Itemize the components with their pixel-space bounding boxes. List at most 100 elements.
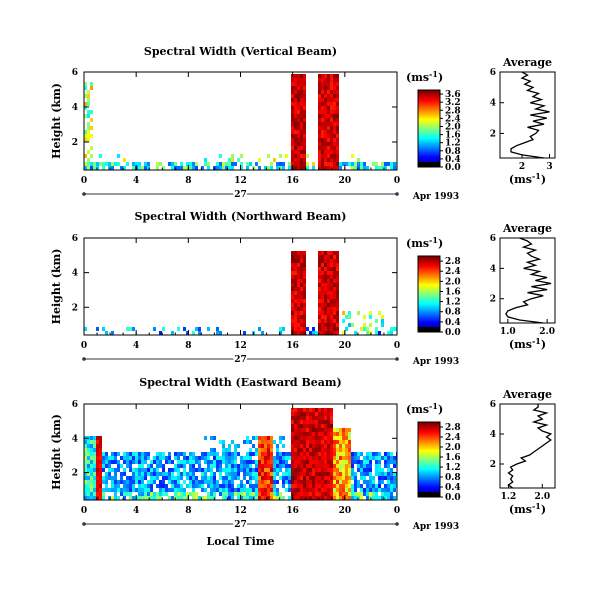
heatmap-cell [348,452,351,456]
heatmap-cell [300,484,303,488]
heatmap-cell [303,279,306,283]
heatmap-cell [321,271,324,275]
heatmap-cell [378,480,381,484]
heatmap-cell [258,436,261,440]
heatmap-cell [333,448,336,452]
heatmap-cell [324,110,327,114]
heatmap-cell [333,283,336,287]
heatmap-cell [333,464,336,468]
heatmap-cells [84,408,397,500]
colorbar-step [418,111,440,114]
heatmap-cell [303,122,306,126]
heatmap-cell [255,436,258,440]
heatmap-cell [297,150,300,154]
heatmap-cell [288,464,291,468]
heatmap-cell [261,480,264,484]
colorbar-step [418,105,440,108]
heatmap-cell [222,476,225,480]
heatmap-cell [318,86,321,90]
colorbar-step [418,116,440,119]
heatmap-cell [114,484,117,488]
heatmap-cell [87,448,90,452]
heatmap-cell [333,98,336,102]
heatmap-cell [102,464,105,468]
heatmap-cell [342,162,345,166]
heatmap-cell [297,436,300,440]
heatmap-cell [228,492,231,496]
heatmap-cell [243,464,246,468]
heatmap-cell [195,162,198,166]
heatmap-cell [84,162,87,166]
heatmap-cell [384,472,387,476]
heatmap-cell [369,452,372,456]
heatmap-cell [165,484,168,488]
heatmap-cell [327,82,330,86]
heatmap-cell [300,279,303,283]
heatmap-cell [192,452,195,456]
heatmap-cell [348,484,351,488]
heatmap-cell [99,488,102,492]
heatmap-cell [270,480,273,484]
heatmap-cell [297,456,300,460]
heatmap-cell [204,452,207,456]
heatmap-cell [300,327,303,331]
heatmap-cell [384,488,387,492]
heatmap-cell [270,440,273,444]
heatmap-cell [99,436,102,440]
heatmap-cell [126,464,129,468]
heatmap-cell [90,480,93,484]
heatmap-cell [354,456,357,460]
heatmap-cell [333,299,336,303]
heatmap-cell [270,496,273,500]
heatmap-cell [171,480,174,484]
heatmap-cell [177,472,180,476]
colorbar-step [418,453,440,455]
heatmap-cell [297,138,300,142]
heatmap-cell [93,460,96,464]
colorbar-step [418,469,440,472]
heatmap-cell [252,476,255,480]
heatmap-cell [87,464,90,468]
y-axis-label: Height (km) [50,414,63,490]
day-label: 27 [234,355,247,365]
heatmap-cell [246,460,249,464]
heatmap-cell [333,307,336,311]
heatmap-cell [300,94,303,98]
colorbar-step [418,454,440,457]
heatmap-cell [318,428,321,432]
colorbar-step [418,262,440,265]
colorbar-step [418,256,440,258]
heatmap-cell [177,488,180,492]
heatmap-cell [309,452,312,456]
heatmap-cell [297,327,300,331]
heatmap-cell [93,476,96,480]
heatmap-cell [129,488,132,492]
heatmap-cell [291,138,294,142]
heatmap-cell [222,448,225,452]
panel-title: Spectral Width (Northward Beam) [135,210,347,223]
heatmap-cell [291,295,294,299]
heatmap-cell [222,440,225,444]
heatmap-cell [192,331,195,335]
heatmap-cell [282,436,285,440]
heatmap-cell [342,440,345,444]
heatmap-cell [315,456,318,460]
heatmap-cell [363,492,366,496]
heatmap-cell [234,464,237,468]
heatmap-cell [297,299,300,303]
heatmap-cell [330,484,333,488]
colorbar-tick-label: 2.8 [445,423,461,433]
heatmap-cell [297,78,300,82]
y-tick-label: 2 [72,303,78,313]
heatmap-cell [273,488,276,492]
heatmap-cell [297,166,300,170]
heatmap-cell [327,420,330,424]
panel-title: Spectral Width (Vertical Beam) [144,45,337,58]
colorbar-step [418,438,440,440]
heatmap-cell [291,82,294,86]
heatmap-cell [333,146,336,150]
heatmap-cell [285,464,288,468]
heatmap-cell [213,448,216,452]
heatmap-cell [297,408,300,412]
heatmap-cell [258,158,261,162]
